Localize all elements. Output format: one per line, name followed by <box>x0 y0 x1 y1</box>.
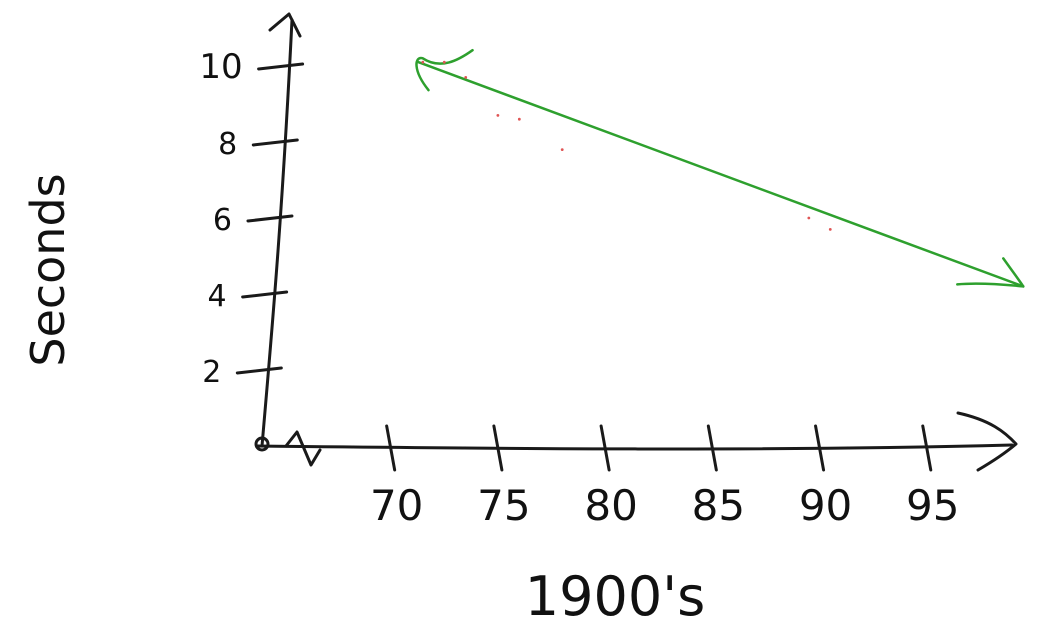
y-tick-label: 8 <box>218 127 237 162</box>
data-point <box>421 61 424 64</box>
y-axis <box>262 20 292 446</box>
y-tick-label: 4 <box>208 279 227 314</box>
x-tick-label: 75 <box>477 481 530 530</box>
x-tick-label: 80 <box>584 481 637 530</box>
data-point <box>829 228 832 231</box>
x-axis-label: 1900's <box>525 565 705 628</box>
x-axis <box>258 445 1012 449</box>
y-tick-mark <box>237 368 281 373</box>
y-tick-mark <box>243 292 287 297</box>
x-tick-label: 70 <box>370 481 423 530</box>
y-axis-label: Seconds <box>21 173 75 366</box>
x-tick-label: 85 <box>692 481 745 530</box>
y-tick-label: 6 <box>213 203 232 238</box>
data-point <box>464 76 467 79</box>
origin-squiggle <box>286 432 320 465</box>
y-tick-label: 2 <box>202 355 221 390</box>
x-tick-label: 95 <box>906 481 959 530</box>
y-tick-mark <box>248 216 292 221</box>
trend-line <box>419 62 1024 286</box>
y-tick-mark <box>259 64 303 69</box>
y-tick-label: 10 <box>199 47 242 87</box>
data-point <box>561 148 564 151</box>
x-ticks: 70 75 80 85 90 95 <box>370 426 960 530</box>
x-tick-label: 90 <box>799 481 852 530</box>
data-point <box>496 114 499 117</box>
data-point <box>443 61 446 64</box>
data-point <box>518 118 521 121</box>
data-point <box>807 217 810 220</box>
y-tick-mark <box>253 140 297 145</box>
x-axis-arrowhead <box>958 413 1016 470</box>
y-axis-arrowhead <box>270 14 300 36</box>
trend-start-arrowhead <box>416 50 472 90</box>
series <box>416 50 1023 286</box>
